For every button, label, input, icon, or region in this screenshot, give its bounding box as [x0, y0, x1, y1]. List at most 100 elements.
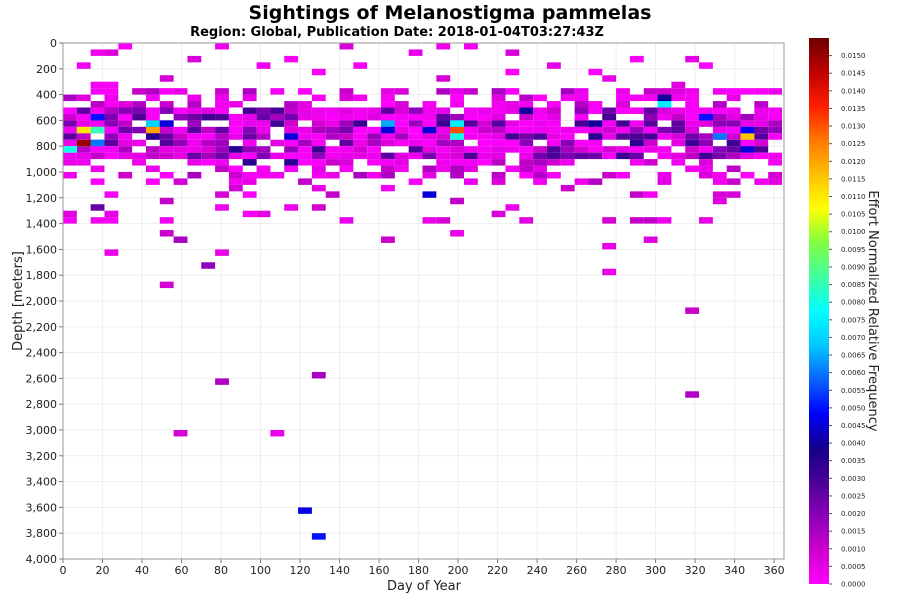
heatmap-cell [422, 139, 437, 147]
heatmap-cell [242, 139, 257, 147]
colorbar-tick-label: 0.0065 [841, 352, 866, 360]
heatmap-cell [408, 178, 423, 185]
heatmap-cell [657, 172, 672, 179]
heatmap-cell [491, 159, 506, 166]
heatmap-cell [574, 126, 589, 134]
heatmap-cell [63, 159, 77, 166]
heatmap-cell [740, 146, 755, 153]
heatmap-cell [574, 107, 589, 114]
heatmap-cell [560, 159, 575, 166]
heatmap-cell [491, 126, 506, 134]
heatmap-cell [616, 120, 630, 127]
heatmap-cell [145, 94, 160, 102]
heatmap-cell [394, 165, 409, 172]
heatmap-cell [187, 94, 202, 102]
heatmap-cell [270, 152, 285, 160]
heatmap-cell [560, 133, 575, 140]
y-tick-label: 3,200 [26, 450, 58, 463]
heatmap-cell [450, 139, 464, 147]
heatmap-cell [63, 210, 77, 218]
heatmap-cell [298, 139, 312, 147]
heatmap-cell [408, 113, 423, 121]
x-axis-ticks: 0 20 40 60 80 100 120 140 160 180 200 220 240 260 280 3… [60, 559, 785, 577]
heatmap-cell [436, 165, 451, 172]
heatmap-cell [436, 133, 451, 140]
heatmap-cell [381, 172, 395, 179]
heatmap-cell [215, 139, 229, 147]
heatmap-cell [712, 197, 727, 205]
heatmap-cell [560, 94, 575, 102]
heatmap-cell [284, 146, 299, 153]
heatmap-cell [311, 184, 326, 192]
heatmap-cell [574, 146, 589, 153]
heatmap-cell [712, 107, 727, 114]
heatmap-cell [187, 159, 202, 166]
chart-title: Sightings of Melanostigma pammelas [249, 2, 652, 24]
heatmap-cell [463, 152, 478, 160]
colorbar-tick-label: 0.0070 [841, 334, 866, 342]
heatmap-cell [699, 172, 713, 179]
heatmap-cell [339, 94, 354, 102]
heatmap-cell [685, 165, 700, 172]
heatmap-cell [325, 133, 340, 140]
heatmap-cell [699, 62, 713, 69]
heatmap-cell [505, 49, 520, 56]
heatmap-cell [422, 113, 437, 121]
heatmap-cell [311, 133, 326, 140]
y-tick-label: 0 [50, 37, 57, 50]
colorbar-tick-label: 0.0110 [841, 193, 866, 201]
heatmap-cell [560, 126, 575, 134]
y-axis-label: Depth [meters] [11, 251, 26, 351]
heatmap-cell [685, 152, 700, 160]
heatmap-cell [187, 126, 202, 134]
heatmap-cell [685, 120, 700, 127]
x-tick-label: 240 [527, 564, 548, 577]
heatmap-cell [436, 139, 451, 147]
colorbar-tick-label: 0.0145 [841, 70, 866, 78]
heatmap-cell [132, 139, 146, 147]
heatmap-cell [381, 159, 395, 166]
heatmap-cell [367, 139, 382, 147]
heatmap-cell [298, 88, 312, 95]
heatmap-cell [284, 113, 299, 121]
heatmap-cell [367, 107, 382, 114]
heatmap-cell [491, 120, 506, 127]
heatmap-cell [325, 107, 340, 114]
heatmap-cell [685, 139, 700, 147]
heatmap-cell [173, 146, 188, 153]
heatmap-cell [298, 133, 312, 140]
heatmap-cell [145, 113, 160, 121]
heatmap-cell [325, 146, 340, 153]
heatmap-cell [104, 81, 119, 89]
heatmap-cell [228, 172, 243, 179]
heatmap-cell [629, 159, 644, 166]
colorbar-tick-label: 0.0015 [841, 528, 866, 536]
heatmap-cell [546, 139, 561, 147]
heatmap-cell [242, 178, 257, 185]
heatmap-cell [256, 210, 271, 218]
heatmap-cell [491, 133, 506, 140]
heatmap-cell [215, 378, 229, 385]
heatmap-cell [519, 94, 534, 102]
heatmap-cell [491, 139, 506, 147]
heatmap-cell [685, 133, 700, 140]
heatmap-cell [574, 152, 589, 160]
heatmap-cell [422, 165, 437, 172]
heatmap-cell [187, 133, 202, 140]
y-tick-label: 4,000 [26, 553, 58, 566]
heatmap-cell [657, 113, 672, 121]
heatmap-cell [270, 172, 285, 179]
y-tick-label: 1,600 [26, 243, 58, 256]
x-tick-label: 280 [606, 564, 627, 577]
heatmap-cell [505, 68, 520, 76]
heatmap-cell [104, 49, 119, 56]
heatmap-cell [159, 217, 174, 224]
heatmap-cell [519, 165, 534, 172]
heatmap-cell [311, 107, 326, 114]
x-tick-label: 20 [96, 564, 110, 577]
heatmap-cell [463, 165, 478, 172]
heatmap-cell [339, 217, 354, 224]
heatmap-cell [477, 126, 492, 134]
heatmap-cell [394, 126, 409, 134]
heatmap-cell [408, 49, 423, 56]
